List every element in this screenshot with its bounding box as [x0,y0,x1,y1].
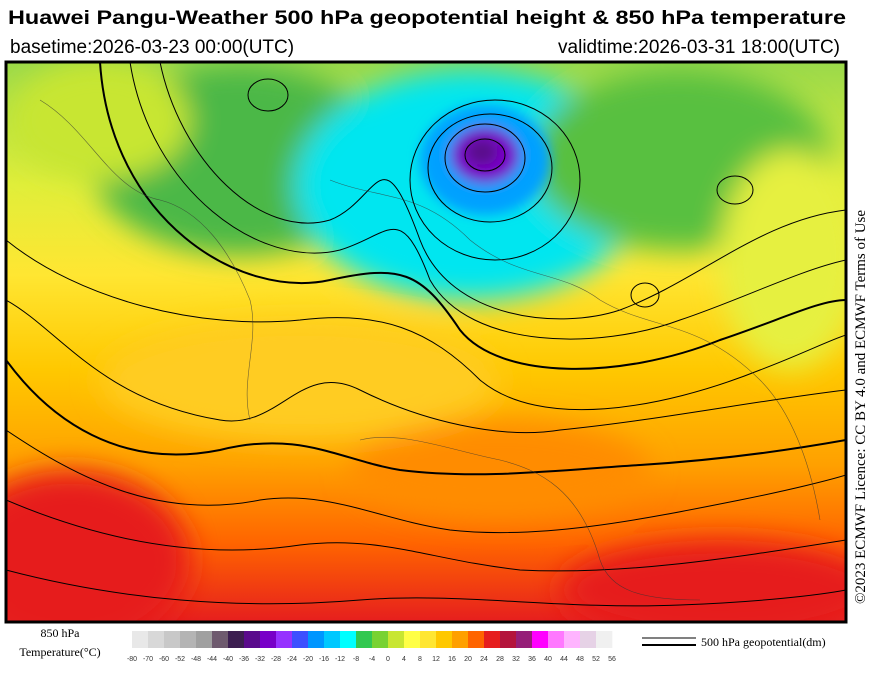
colorbar-swatch [420,631,437,648]
colorbar-swatch [580,631,597,648]
colorbar-tick-label: -52 [175,656,185,663]
colorbar-tick-label: 24 [480,656,488,663]
colorbar-tick-label: 32 [512,656,520,663]
colorbar-tick-label: 40 [544,656,552,663]
colorbar-swatch [244,631,261,648]
colorbar-tick-label: 52 [592,656,600,663]
colorbar-tick-label: 44 [560,656,568,663]
map [6,62,846,622]
colorbar-tick-label: 28 [496,656,504,663]
colorbar-swatch [148,631,165,648]
colorbar-label: Temperature(°C) [19,645,100,659]
colorbar-swatch [356,631,373,648]
colorbar-tick-label: 12 [432,656,440,663]
colorbar-swatch [468,631,485,648]
contour-legend: 500 hPa geopotential(dm) [701,635,826,649]
colorbar-tick-label: -36 [239,656,249,663]
colorbar-swatch [532,631,549,648]
colorbar-label: 850 hPa [41,626,81,640]
colorbar-tick-label: 20 [464,656,472,663]
colorbar-tick-label: -80 [127,656,137,663]
colorbar-tick-label: -8 [353,656,359,663]
colorbar-tick-label: 16 [448,656,456,663]
colorbar-swatch [292,631,309,648]
colorbar-tick-label: 56 [608,656,616,663]
basetime: basetime:2026-03-23 00:00(UTC) [10,37,294,58]
colorbar-swatch [260,631,277,648]
colorbar-swatch [276,631,293,648]
license: ©2023 ECMWF Licence: CC BY 4.0 and ECMWF… [853,210,869,604]
colorbar-tick-label: -28 [271,656,281,663]
colorbar-tick-label: -44 [207,656,217,663]
colorbar-swatch [196,631,213,648]
colorbar-swatch [180,631,197,648]
colorbar-tick-label: -32 [255,656,265,663]
colorbar-swatch [436,631,453,648]
colorbar-tick-label: -24 [287,656,297,663]
colorbar-tick-label: -48 [191,656,201,663]
colorbar-swatch [132,631,149,648]
colorbar-swatch [516,631,533,648]
colorbar-tick-label: 8 [418,656,422,663]
colorbar-swatch [340,631,357,648]
colorbar-swatch [484,631,501,648]
colorbar-tick-label: 0 [386,656,390,663]
colorbar-tick-label: -40 [223,656,233,663]
colorbar-swatch [404,631,421,648]
colorbar-tick-label: -4 [369,656,375,663]
colorbar-swatch [324,631,341,648]
colorbar-swatch [548,631,565,648]
colorbar-tick-label: -70 [143,656,153,663]
colorbar-tick-label: -16 [319,656,329,663]
colorbar-swatch [564,631,581,648]
colorbar-swatch [372,631,389,648]
colorbar-tick-label: -12 [335,656,345,663]
colorbar-swatch [164,631,181,648]
colorbar-tick-label: 36 [528,656,536,663]
colorbar-swatch [500,631,517,648]
colorbar-tick-label: -20 [303,656,313,663]
title: Huawei Pangu-Weather 500 hPa geopotentia… [8,8,846,29]
colorbar-tick-label: 4 [402,656,406,663]
colorbar-swatch [228,631,245,648]
validtime: validtime:2026-03-31 18:00(UTC) [558,37,840,58]
colorbar-tick-label: 48 [576,656,584,663]
colorbar: -80 -70 -60 -52 -48 -44 -40 -36 -32 -28 -24 -20 -16-… [127,631,616,663]
map-frame [4,60,848,624]
colorbar-swatch [596,631,613,648]
colorbar-swatch [308,631,325,648]
colorbar-tick-label: -60 [159,656,169,663]
colorbar-swatch [452,631,469,648]
colorbar-swatch [388,631,405,648]
colorbar-swatch [212,631,229,648]
